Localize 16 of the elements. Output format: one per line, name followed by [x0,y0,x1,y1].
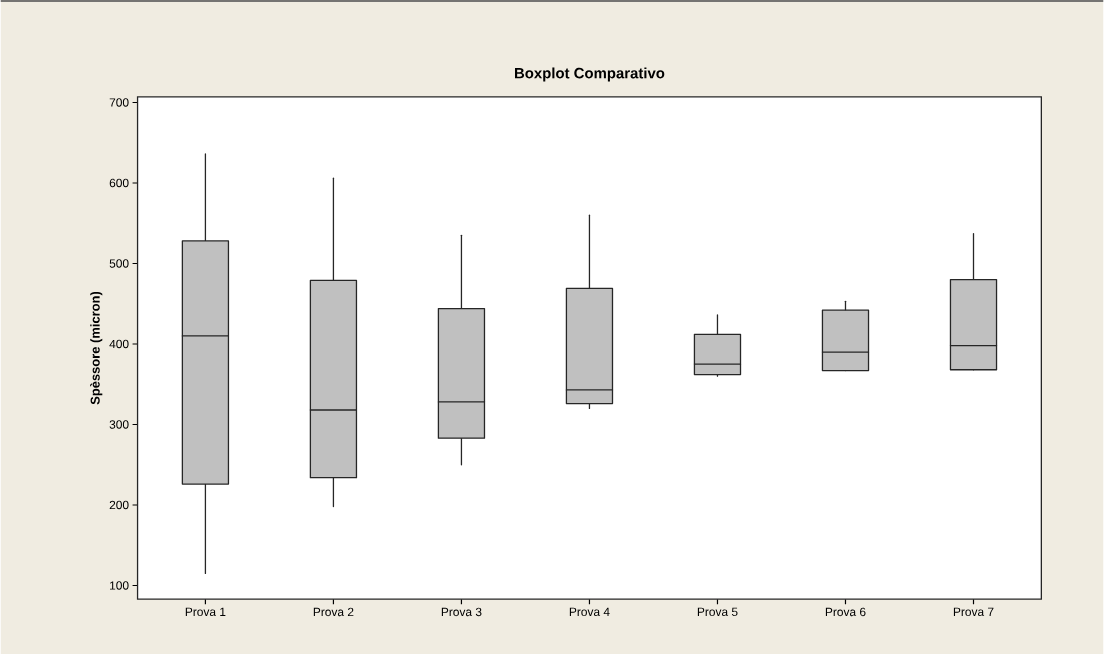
y-tick-label: 400 [109,339,129,349]
chart-title: Boxplot Comparativo [515,67,665,82]
y-tick-label: 200 [109,500,129,510]
x-tick-label: Prova 6 [825,607,866,617]
y-tick-label: 500 [109,259,129,268]
y-tick-label: 100 [110,581,129,590]
y-axis-title: Spèssore (micron) [90,291,103,405]
y-tick-label: 600 [109,178,129,188]
x-tick-label: Prova 2 [313,607,354,617]
x-tick-label: Prova 1 [185,607,226,616]
x-tick-label: Prova 4 [569,607,610,616]
x-tick-label: Prova 3 [441,607,482,617]
x-tick-label: Prova 7 [953,607,994,616]
y-tick-label: 300 [109,420,129,429]
x-tick-label: Prova 5 [697,607,738,616]
y-tick-label: 700 [109,98,129,107]
